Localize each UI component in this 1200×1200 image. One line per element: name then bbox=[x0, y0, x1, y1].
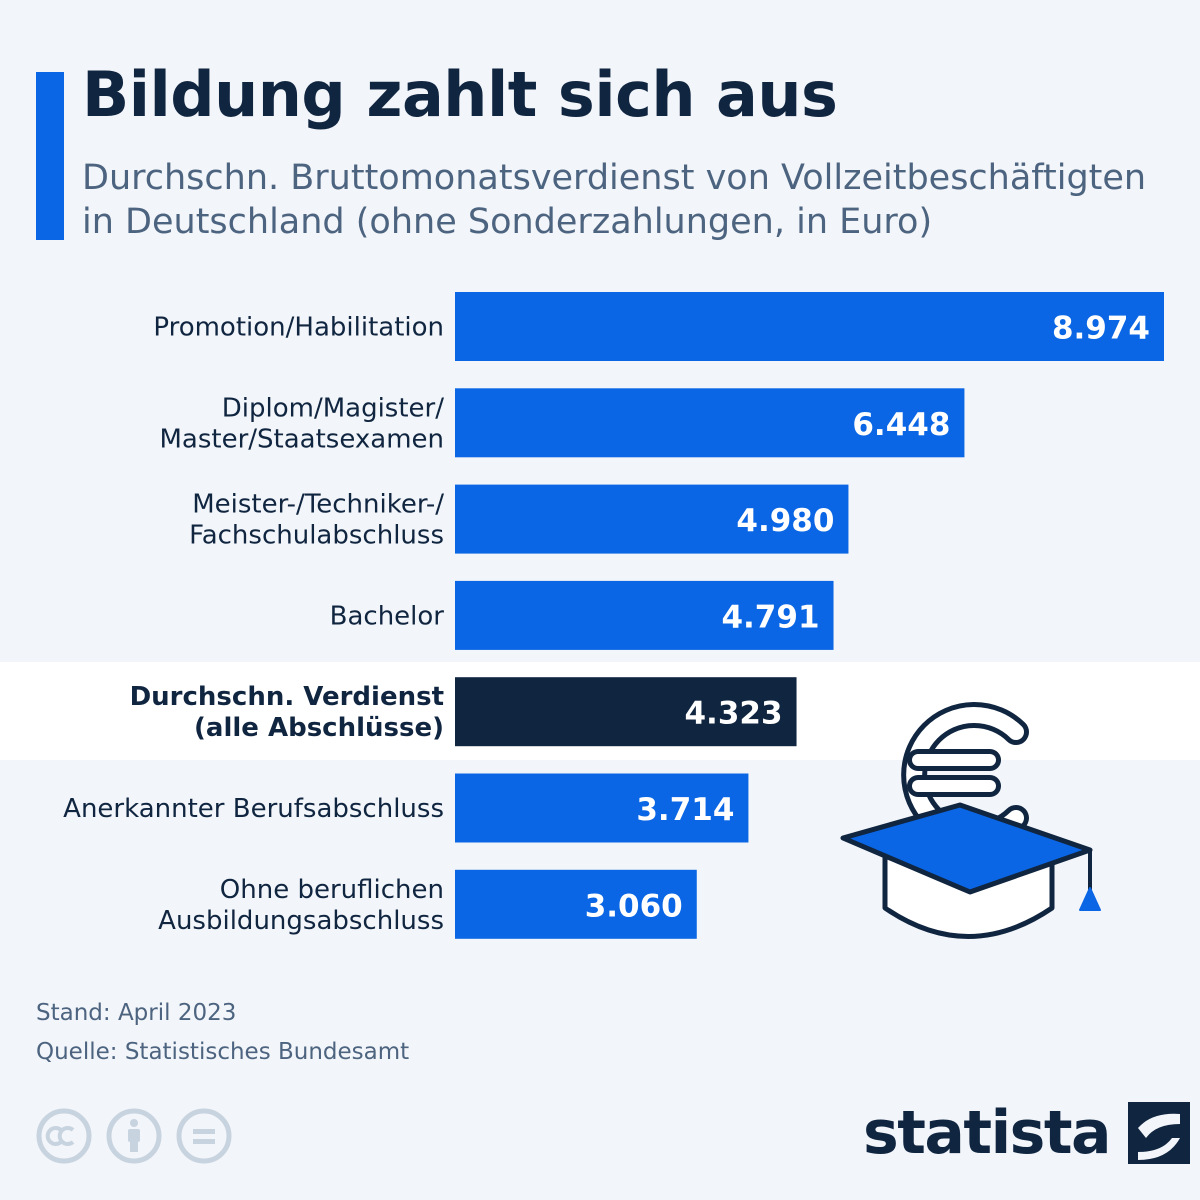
cc-icon[interactable] bbox=[36, 1108, 92, 1164]
category-label-4-1: (alle Abschlüsse) bbox=[194, 713, 444, 743]
chart-title: Bildung zahlt sich aus bbox=[82, 58, 838, 131]
bar-3 bbox=[455, 580, 834, 650]
value-label-1: 6.448 bbox=[852, 407, 950, 443]
statista-logo-icon bbox=[1128, 1102, 1191, 1164]
value-label-3: 4.791 bbox=[721, 599, 819, 635]
category-label-3-0: Bachelor bbox=[330, 601, 445, 631]
bar-0 bbox=[455, 292, 1164, 361]
by-icon[interactable] bbox=[106, 1108, 162, 1164]
bar-4 bbox=[455, 677, 797, 747]
value-label-4: 4.323 bbox=[684, 696, 782, 732]
graduation-cap-euro-icon bbox=[840, 702, 1101, 939]
footer-stand: Stand: April 2023 bbox=[36, 1000, 237, 1026]
category-label-6-0: Ohne beruflichen bbox=[220, 875, 444, 905]
license-icons bbox=[36, 1108, 232, 1164]
category-label-0-0: Promotion/Habilitation bbox=[153, 313, 444, 343]
category-label-1-0: Diplom/Magister/ bbox=[222, 393, 444, 423]
title-accent-bar bbox=[36, 72, 64, 240]
category-label-4-0: Durchschn. Verdienst bbox=[130, 682, 444, 712]
nd-icon[interactable] bbox=[176, 1108, 232, 1164]
bar-5 bbox=[455, 773, 749, 843]
bar-chart: 8.974 Promotion/Habilitation 6.448 Diplom/M… bbox=[63, 292, 1164, 939]
category-label-2-1: Fachschulabschluss bbox=[189, 521, 444, 551]
bar-1 bbox=[455, 388, 965, 458]
chart-subtitle: Durchschn. Bruttomonatsverdienst von Vol… bbox=[82, 158, 1147, 242]
brand-name: statista bbox=[863, 1098, 1112, 1168]
footer-source: Quelle: Statistisches Bundesamt bbox=[36, 1039, 410, 1065]
bar-6 bbox=[455, 869, 697, 939]
bar-2 bbox=[455, 484, 849, 554]
value-label-0: 8.974 bbox=[1052, 311, 1150, 347]
value-label-2: 4.980 bbox=[736, 503, 834, 539]
category-label-6-1: Ausbildungsabschluss bbox=[158, 906, 444, 936]
category-label-5-0: Anerkannter Berufsabschluss bbox=[63, 794, 444, 824]
statista-brand[interactable]: statista bbox=[863, 1098, 1191, 1168]
category-label-1-1: Master/Staatsexamen bbox=[159, 424, 444, 454]
category-label-2-0: Meister-/Techniker-/ bbox=[192, 490, 444, 520]
value-label-6: 3.060 bbox=[585, 888, 683, 924]
value-label-5: 3.714 bbox=[636, 792, 734, 828]
